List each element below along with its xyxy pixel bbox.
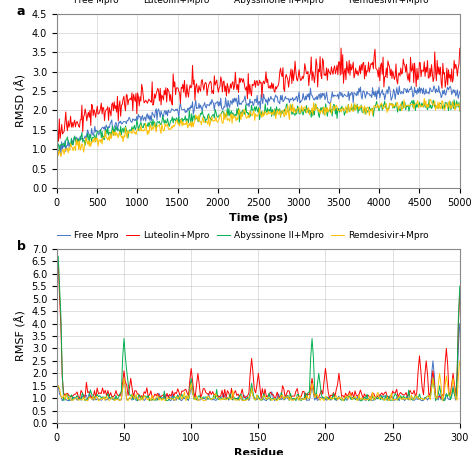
Remdesivir+Mpro (421, 96, 427, 101)
Abyssinone II+Mpro (57, 283, 63, 289)
Y-axis label: RMSD (Å): RMSD (Å) (15, 74, 26, 127)
Abyssinone II+Mpro (246, 110, 252, 116)
Abyssinone II+Mpro (433, 398, 438, 404)
Luteolin+Mpro (55, 139, 61, 144)
Luteolin+Mpro (457, 291, 463, 297)
Remdesivir+Mpro (54, 150, 60, 156)
Remdesivir+Mpro (457, 358, 463, 364)
Luteolin+Mpro (338, 46, 344, 51)
Free Mpro (394, 395, 400, 400)
Remdesivir+Mpro (246, 115, 252, 121)
Line: Remdesivir+Mpro: Remdesivir+Mpro (58, 361, 460, 401)
Free Mpro (457, 89, 463, 94)
Luteolin+Mpro (249, 93, 255, 98)
Remdesivir+Mpro (421, 397, 427, 402)
Abyssinone II+Mpro (293, 398, 299, 404)
Luteolin+Mpro (301, 389, 307, 394)
Abyssinone II+Mpro (449, 102, 455, 108)
Abyssinone II+Mpro (419, 396, 425, 401)
Luteolin+Mpro (360, 395, 366, 401)
Remdesivir+Mpro (449, 105, 455, 111)
Abyssinone II+Mpro (249, 102, 255, 108)
Free Mpro (295, 99, 301, 104)
Line: Free Mpro: Free Mpro (57, 86, 460, 155)
Luteolin+Mpro (295, 78, 301, 84)
Luteolin+Mpro (246, 91, 252, 97)
Line: Free Mpro: Free Mpro (58, 324, 460, 401)
Free Mpro (249, 100, 255, 105)
Free Mpro (273, 92, 279, 98)
X-axis label: Residue: Residue (234, 449, 283, 455)
Luteolin+Mpro (293, 389, 299, 394)
Remdesivir+Mpro (457, 108, 463, 113)
Abyssinone II+Mpro (426, 97, 432, 102)
Abyssinone II+Mpro (301, 397, 307, 402)
Free Mpro (419, 398, 425, 404)
Luteolin+Mpro (55, 258, 61, 264)
Line: Abyssinone II+Mpro: Abyssinone II+Mpro (57, 100, 460, 150)
Free Mpro (293, 396, 299, 402)
Line: Luteolin+Mpro: Luteolin+Mpro (57, 48, 460, 142)
Remdesivir+Mpro (395, 395, 401, 401)
Free Mpro (385, 91, 391, 96)
Free Mpro (449, 92, 455, 97)
Abyssinone II+Mpro (55, 253, 61, 259)
Remdesivir+Mpro (385, 106, 391, 111)
Abyssinone II+Mpro (294, 392, 300, 397)
Abyssinone II+Mpro (457, 283, 463, 289)
Line: Remdesivir+Mpro: Remdesivir+Mpro (57, 98, 460, 157)
Abyssinone II+Mpro (457, 108, 463, 114)
Remdesivir+Mpro (294, 394, 300, 399)
Luteolin+Mpro (421, 392, 427, 398)
Remdesivir+Mpro (296, 398, 301, 403)
Remdesivir+Mpro (249, 112, 255, 117)
Free Mpro (55, 383, 61, 389)
Free Mpro (246, 104, 252, 110)
Luteolin+Mpro (457, 46, 463, 51)
Free Mpro (57, 391, 63, 397)
Remdesivir+Mpro (58, 154, 64, 159)
Line: Luteolin+Mpro: Luteolin+Mpro (58, 261, 460, 398)
Free Mpro (431, 83, 437, 89)
Free Mpro (54, 142, 60, 147)
Abyssinone II+Mpro (56, 147, 62, 153)
Abyssinone II+Mpro (273, 112, 279, 117)
Abyssinone II+Mpro (394, 393, 400, 399)
Luteolin+Mpro (294, 386, 300, 391)
Remdesivir+Mpro (302, 397, 308, 403)
Line: Abyssinone II+Mpro: Abyssinone II+Mpro (58, 256, 460, 401)
Luteolin+Mpro (57, 294, 63, 300)
Free Mpro (294, 395, 300, 400)
Free Mpro (58, 152, 64, 157)
Free Mpro (457, 321, 463, 326)
Luteolin+Mpro (386, 62, 392, 67)
Remdesivir+Mpro (57, 385, 63, 391)
Legend: Free Mpro, Luteolin+Mpro, Abyssinone II+Mpro, Remdesivir+Mpro: Free Mpro, Luteolin+Mpro, Abyssinone II+… (54, 227, 432, 243)
Abyssinone II+Mpro (295, 103, 301, 109)
Remdesivir+Mpro (273, 116, 279, 121)
Text: a: a (17, 5, 25, 18)
Free Mpro (421, 398, 427, 403)
Free Mpro (301, 396, 307, 401)
Remdesivir+Mpro (55, 383, 61, 389)
Luteolin+Mpro (54, 130, 60, 135)
Luteolin+Mpro (449, 66, 455, 71)
Text: b: b (17, 240, 26, 253)
Abyssinone II+Mpro (54, 137, 60, 142)
Abyssinone II+Mpro (385, 106, 391, 111)
Y-axis label: RMSF (Å): RMSF (Å) (15, 311, 26, 361)
Legend: Free Mpro, Luteolin+Mpro, Abyssinone II+Mpro, Remdesivir+Mpro: Free Mpro, Luteolin+Mpro, Abyssinone II+… (54, 0, 432, 8)
X-axis label: Time (ps): Time (ps) (229, 213, 288, 223)
Luteolin+Mpro (273, 84, 279, 89)
Remdesivir+Mpro (295, 106, 301, 112)
Remdesivir+Mpro (117, 398, 123, 404)
Luteolin+Mpro (395, 394, 401, 400)
